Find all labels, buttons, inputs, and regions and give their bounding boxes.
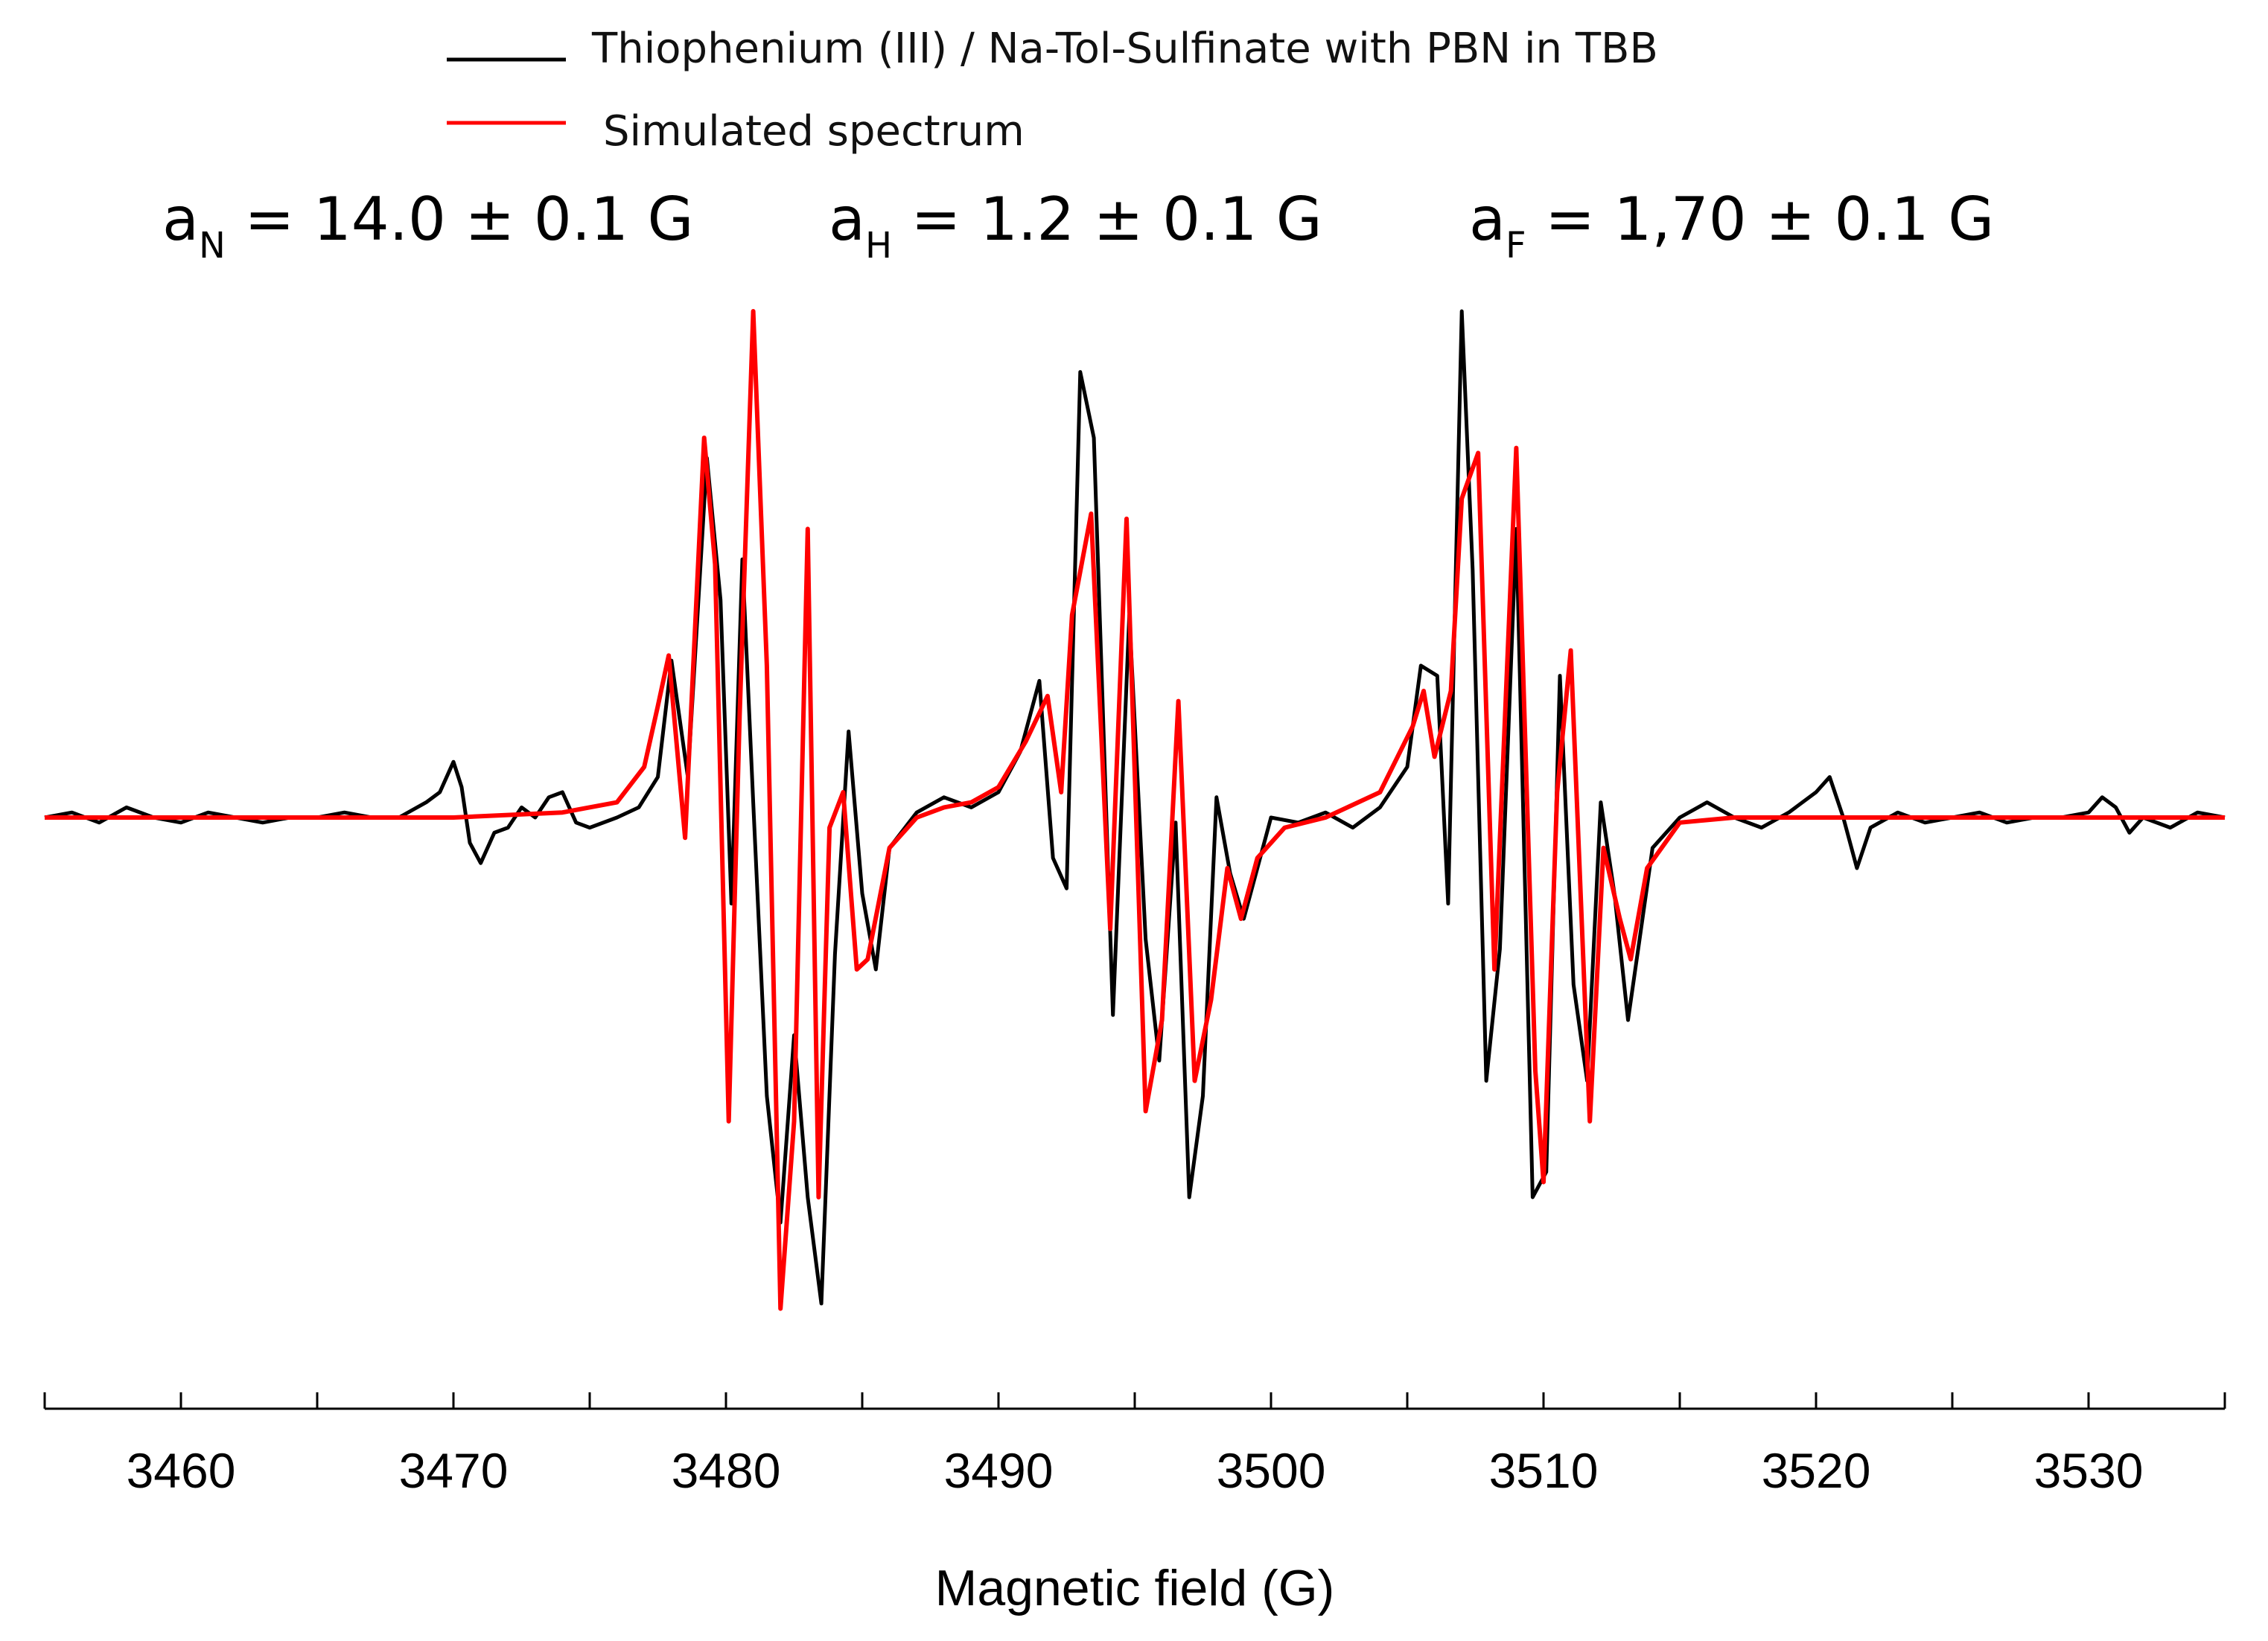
legend-label-experimental: Thiophenium (III) / Na-Tol-Sulfinate wit… — [591, 25, 1658, 73]
plot-series — [44, 309, 2226, 1311]
x-tick-label: 3480 — [672, 1443, 781, 1498]
param-a-f-subscript: F — [1506, 225, 1526, 267]
param-a-n: aN = 14.0 ± 0.1 G — [162, 185, 694, 267]
param-a-n-value: = 14.0 ± 0.1 G — [226, 185, 694, 254]
legend-label-simulated: Simulated spectrum — [603, 107, 1025, 156]
param-a-h-value: = 1.2 ± 0.1 G — [892, 185, 1322, 254]
param-a-f-symbol: a — [1469, 185, 1506, 254]
x-axis-label: Magnetic field (G) — [935, 1560, 1335, 1616]
legend: Thiophenium (III) / Na-Tol-Sulfinate wit… — [447, 25, 1658, 156]
param-a-f-value: = 1,70 ± 0.1 G — [1526, 185, 1995, 254]
x-tick-label: 3490 — [944, 1443, 1054, 1498]
coupling-parameters: aN = 14.0 ± 0.1 G aH = 1.2 ± 0.1 G aF = … — [162, 185, 1994, 267]
x-ticks: 3460 3470 3480 3490 3500 3510 3520 3530 — [43, 1392, 2226, 1498]
series-line-simulated — [45, 309, 2225, 1311]
series-line-experimental — [44, 309, 2226, 1306]
x-tick-label: 3460 — [127, 1443, 236, 1498]
param-a-f: aF = 1,70 ± 0.1 G — [1469, 185, 1994, 267]
x-tick-label: 3530 — [2034, 1443, 2144, 1498]
x-tick-label: 3470 — [399, 1443, 509, 1498]
x-tick-label: 3510 — [1489, 1443, 1599, 1498]
param-a-n-symbol: a — [162, 185, 199, 254]
x-tick-label: 3500 — [1217, 1443, 1326, 1498]
param-a-n-subscript: N — [199, 225, 226, 267]
param-a-h: aH = 1.2 ± 0.1 G — [829, 185, 1322, 267]
x-tick-label: 3520 — [1762, 1443, 1871, 1498]
param-a-h-subscript: H — [865, 225, 892, 267]
param-a-h-symbol: a — [829, 185, 865, 254]
